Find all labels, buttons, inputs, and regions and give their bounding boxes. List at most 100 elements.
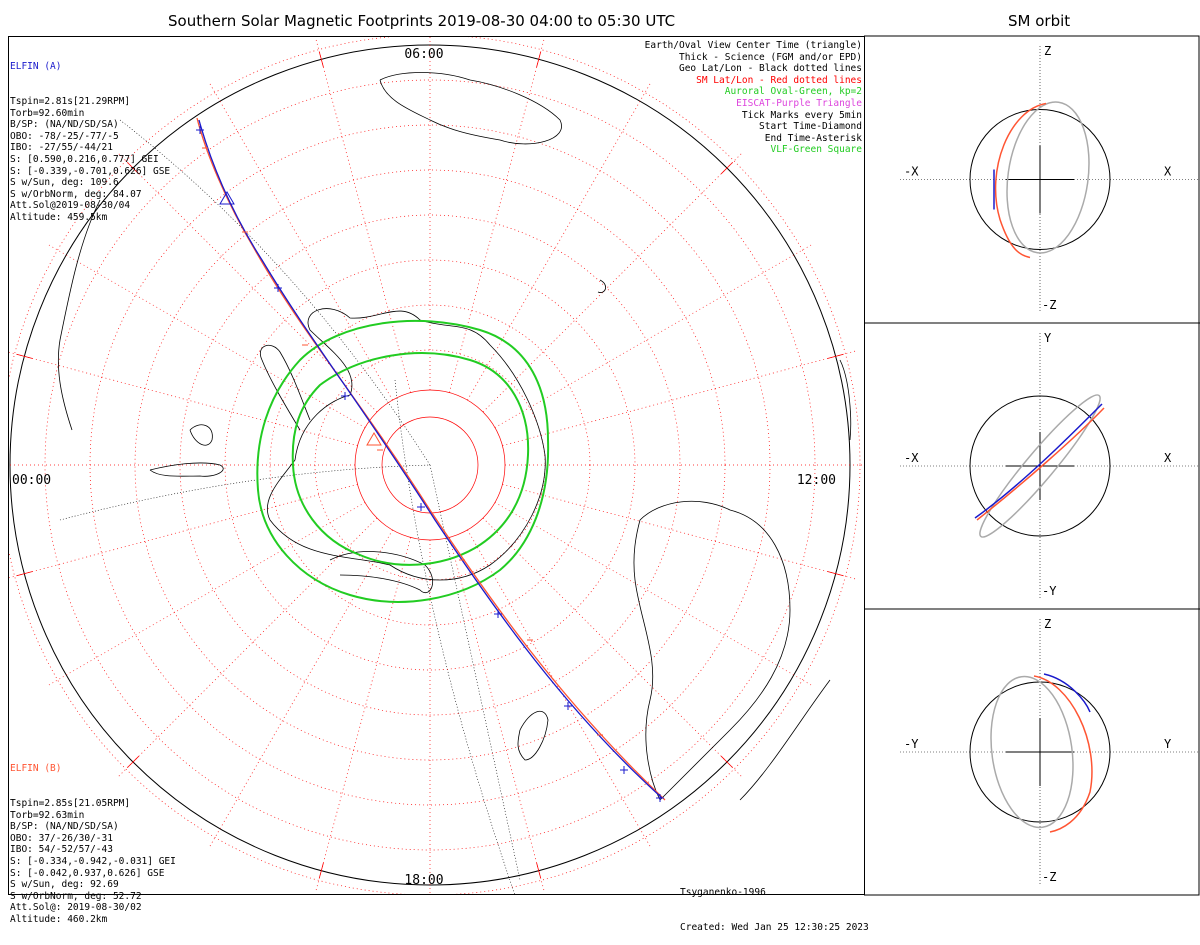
orbit-elfin-a xyxy=(974,403,1103,519)
elfin-b-line-8: S w/OrbNorm, deg: 52.72 xyxy=(10,890,142,902)
sm-meridian xyxy=(315,537,411,891)
sm-meridian xyxy=(9,351,358,446)
coastline xyxy=(57,199,101,431)
elfin-b-line-2: B/SP: (NA/ND/SD/SA) xyxy=(10,821,119,833)
elfin-a-tick xyxy=(494,610,502,618)
legend-entry: End Time-Asterisk xyxy=(764,132,862,144)
legend: Earth/Oval View Center Time (triangle) Th… xyxy=(645,40,862,156)
coastline xyxy=(149,462,224,477)
geo-grid-line xyxy=(394,379,515,894)
elfin-a-line-5: S: [0.590,0.216,0.777] GEI xyxy=(10,153,159,165)
orbit-gray xyxy=(990,675,1074,829)
geo-grid-line xyxy=(59,464,431,521)
axis-label-bottom: -Z xyxy=(1042,298,1056,312)
elfin-a-tick xyxy=(196,126,204,134)
coastline xyxy=(739,679,831,801)
elfin-b-line-5: S: [-0.334,-0.942,-0.031] GEI xyxy=(10,855,176,867)
elfin-a-tick xyxy=(274,284,282,292)
coastline xyxy=(517,710,549,761)
elfin-a-tick xyxy=(564,702,572,710)
mlt-label-bottom: 18:00 xyxy=(404,873,443,888)
legend-entry: Tick Marks every 5min xyxy=(741,109,862,121)
elfin-a-line-9: Att.Sol@2019-08-30/04 xyxy=(10,200,131,212)
sm-meridian xyxy=(9,484,358,579)
legend-entry: EISCAT-Purple Triangle xyxy=(736,97,862,109)
elfin-a-tick xyxy=(656,794,664,802)
sm-meridian xyxy=(315,39,411,393)
footprint-map: 06:00 12:00 18:00 00:00 xyxy=(9,37,864,894)
elfin-a-info: ELFIN (A) Tspin=2.81s[21.29RPM] Torb=92.6… xyxy=(10,38,170,235)
axis-label-right: Y xyxy=(1164,737,1172,751)
horizon-tick xyxy=(536,51,542,68)
main-title: Southern Solar Magnetic Footprints 2019-… xyxy=(168,12,676,30)
sm-meridian xyxy=(467,529,651,847)
legend-entry: Earth/Oval View Center Time (triangle) xyxy=(644,40,862,51)
orbit-gray xyxy=(1006,101,1090,254)
elfin-b-line-1: Torb=92.63min xyxy=(10,809,85,821)
horizon-tick xyxy=(127,756,139,768)
sm-meridian xyxy=(502,350,856,446)
axis-label-left: -Y xyxy=(904,737,919,751)
elfin-a-line-10: Altitude: 459.5km xyxy=(10,211,108,223)
mlt-label-right: 12:00 xyxy=(797,473,836,488)
elfin-a-tick xyxy=(620,766,628,774)
model-credit: Tsyganenko-1996 xyxy=(680,887,766,899)
horizon-tick xyxy=(16,353,33,359)
mlt-label-top: 06:00 xyxy=(404,47,443,62)
legend-entry: Geo Lat/Lon - Black dotted lines xyxy=(678,63,862,75)
axis-label-left: -X xyxy=(904,451,919,465)
elfin-a-line-4: IBO: -27/55/-44/21 xyxy=(10,142,113,154)
legend-entry: Thick - Science (FGM and/or EPD) xyxy=(678,51,862,63)
credits: Tsyganenko-1996 Created: Wed Jan 25 12:3… xyxy=(680,864,869,945)
elfin-a-line-8: S w/OrbNorm, deg: 84.07 xyxy=(10,188,142,200)
sm-meridian xyxy=(502,484,856,580)
horizon-tick xyxy=(721,162,733,174)
sm-meridian xyxy=(118,517,378,777)
elfin-a-line-0: Tspin=2.81s[21.29RPM] xyxy=(10,95,131,107)
orbit-elfin-a xyxy=(1043,673,1091,713)
elfin-b-line-0: Tspin=2.85s[21.05RPM] xyxy=(10,797,131,809)
sm-orbit-panels: -X X Z -Z -X X Y -Y -Y Y Z -Z xyxy=(864,35,1200,896)
elfin-a-line-3: OBO: -78/-25/-77/-5 xyxy=(10,130,119,142)
elfin-a-line-2: B/SP: (NA/ND/SD/SA) xyxy=(10,119,119,131)
axis-label-right: X xyxy=(1164,451,1172,465)
sm-lat-circle xyxy=(44,79,816,851)
sm-meridian xyxy=(467,83,651,401)
sm-meridian xyxy=(494,244,812,428)
horizon-tick xyxy=(721,756,733,768)
mlt-label-left: 00:00 xyxy=(12,473,51,488)
elfin-b-line-3: OBO: 37/-26/30/-31 xyxy=(10,832,113,844)
legend-entry: Start Time-Diamond xyxy=(759,121,862,133)
sm-meridian xyxy=(494,502,812,686)
axis-label-top: Y xyxy=(1044,331,1052,345)
horizon-tick xyxy=(318,862,324,879)
auroral-oval-outer xyxy=(256,319,550,603)
legend-entry: Auroral Oval-Green, kp=2 xyxy=(724,86,862,98)
legend-entry: VLF-Green Square xyxy=(770,144,862,156)
sm-meridian xyxy=(449,39,545,393)
elfin-a-track xyxy=(198,119,663,799)
sm-lat-circle xyxy=(224,259,636,671)
coastline xyxy=(633,500,791,801)
sm-lat-circle xyxy=(179,214,681,716)
auroral-oval-inner xyxy=(291,352,530,566)
elfin-b-center-triangle xyxy=(366,432,382,446)
axis-label-top: Z xyxy=(1044,617,1051,631)
axis-label-bottom: -Z xyxy=(1042,870,1056,884)
elfin-a-line-7: S w/Sun, deg: 109.6 xyxy=(10,177,119,189)
elfin-a-tick xyxy=(417,503,425,511)
coastline xyxy=(597,279,607,293)
coastline xyxy=(189,424,213,446)
elfin-b-info: ELFIN (B) Tspin=2.85s[21.05RPM] Torb=92.6… xyxy=(10,740,176,937)
elfin-b-line-7: S w/Sun, deg: 92.69 xyxy=(10,879,119,891)
horizon-tick xyxy=(127,162,139,174)
elfin-a-center-triangle xyxy=(219,191,235,205)
created-timestamp: Created: Wed Jan 25 12:30:25 2023 xyxy=(680,921,869,933)
coastline xyxy=(329,551,434,593)
sm-meridian xyxy=(482,153,742,413)
sm-lat-circle xyxy=(9,37,861,894)
orbit-elfin-b xyxy=(976,407,1105,521)
horizon-tick xyxy=(318,51,324,68)
elfin-a-name: ELFIN (A) xyxy=(10,61,62,73)
coastline xyxy=(260,344,311,431)
